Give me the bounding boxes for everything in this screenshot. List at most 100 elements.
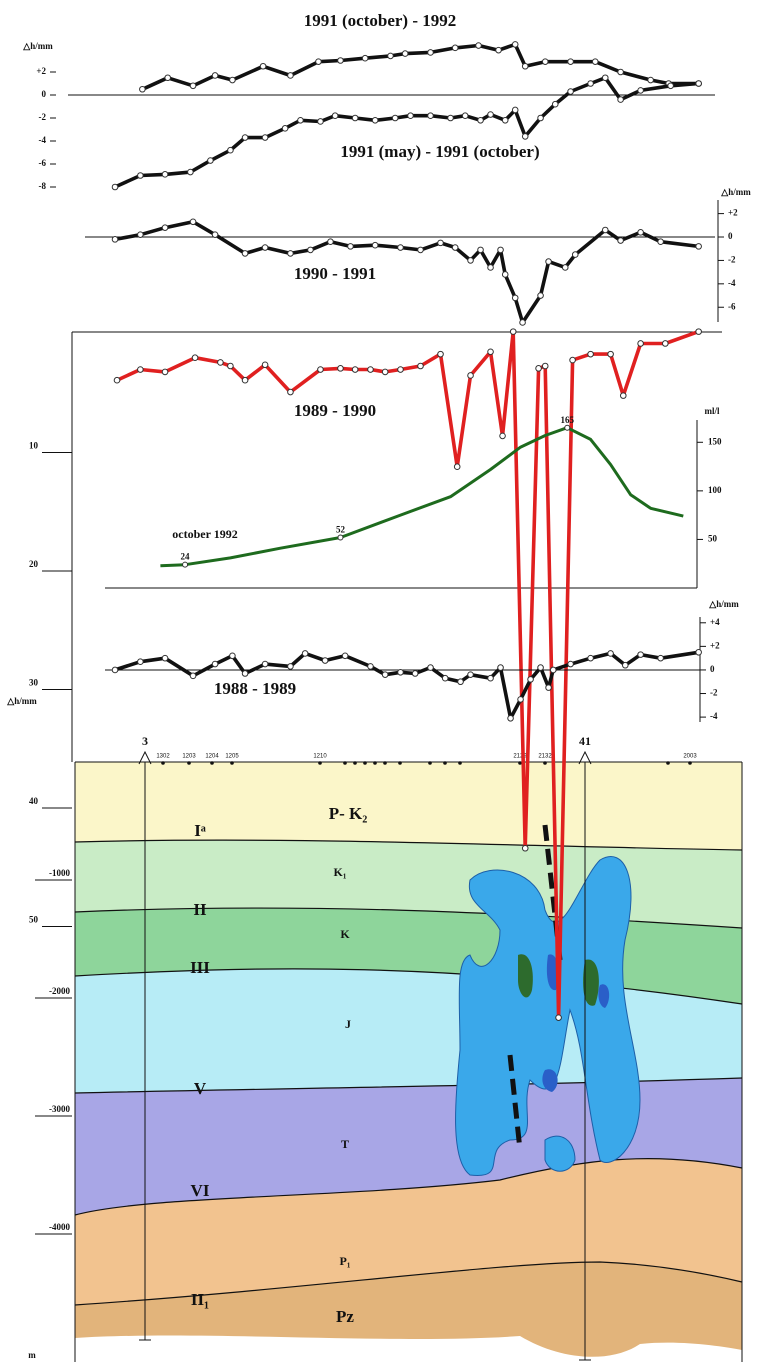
data-point <box>451 244 459 251</box>
gas-zone <box>583 959 599 1006</box>
benchmark-dot <box>210 761 214 765</box>
data-point <box>527 676 534 683</box>
tick-label: -2 <box>710 688 718 698</box>
data-point <box>261 244 269 251</box>
tick-label: +2 <box>728 208 738 218</box>
anomaly-core <box>598 984 610 1008</box>
benchmark-dot <box>353 761 357 765</box>
layer-label: J <box>345 1017 351 1031</box>
series-label: 1991 (october) - 1992 <box>304 11 457 30</box>
data-point <box>137 658 144 665</box>
data-point <box>161 368 169 376</box>
data-point <box>139 85 146 93</box>
data-point <box>417 362 424 370</box>
benchmark-dot <box>443 761 447 765</box>
data-point <box>397 244 404 251</box>
data-point <box>315 58 322 65</box>
data-point <box>387 52 394 60</box>
data-point <box>497 664 504 671</box>
series-label: 1988 - 1989 <box>214 679 296 698</box>
tick-label: 40 <box>29 796 39 806</box>
data-point <box>451 44 459 52</box>
gas-zone <box>518 954 533 998</box>
series-label: 1990 - 1991 <box>294 264 376 283</box>
horizon-label: II <box>193 900 207 919</box>
data-point <box>537 292 544 299</box>
benchmark-dot <box>363 761 367 765</box>
data-point <box>667 82 674 90</box>
data-point <box>447 114 454 122</box>
data-point <box>695 328 702 335</box>
data-point <box>621 661 629 669</box>
data-point <box>411 670 419 677</box>
tick-label: -4 <box>728 278 736 288</box>
data-point <box>637 340 644 347</box>
benchmark-dot <box>518 761 522 765</box>
data-point <box>591 58 599 65</box>
data-point <box>401 50 409 57</box>
layer-label: K <box>340 927 350 941</box>
data-point <box>487 264 494 271</box>
data-point <box>695 243 702 250</box>
tick-label: -8 <box>39 181 47 191</box>
well-marker <box>138 750 152 765</box>
data-point <box>397 366 404 373</box>
data-point <box>367 366 374 373</box>
horizon-line <box>74 1158 743 1216</box>
benchmark-dot <box>343 761 347 765</box>
benchmark-label: 1203 <box>182 754 196 760</box>
data-point <box>617 68 624 76</box>
data-point <box>467 257 474 264</box>
data-point <box>337 534 344 541</box>
section-bottom <box>75 1335 742 1365</box>
anomaly-core <box>542 1069 558 1092</box>
data-point <box>381 671 389 678</box>
data-point <box>361 54 369 62</box>
data-point <box>189 672 197 680</box>
data-point <box>164 74 172 82</box>
data-point <box>467 671 474 678</box>
data-point <box>227 362 234 370</box>
tick-label: 30 <box>29 678 39 688</box>
data-point <box>501 117 509 124</box>
benchmark-dot <box>398 761 402 765</box>
tick-label: -6 <box>39 158 47 168</box>
data-point <box>637 229 644 236</box>
tick-label: +2 <box>710 640 720 650</box>
horizon-line <box>74 1261 743 1306</box>
data-point <box>317 366 324 373</box>
data-point <box>695 648 702 656</box>
data-point <box>229 76 236 84</box>
chart-panel: +2 0 -2 -4 -6 -8 △h/mm 1991 (october) - 1992 199… <box>22 11 715 191</box>
data-point <box>661 340 669 347</box>
layer-label: P- K₂ <box>329 804 368 823</box>
data-point <box>545 684 552 691</box>
data-point <box>511 106 519 114</box>
data-point <box>567 88 574 95</box>
horizon-line <box>74 1077 743 1094</box>
benchmark-dot <box>161 761 165 765</box>
data-point <box>307 246 314 254</box>
tick-label: -6 <box>728 301 736 311</box>
data-label: 52 <box>336 525 346 535</box>
data-point <box>509 328 517 335</box>
tick-label: 150 <box>708 436 722 446</box>
data-point <box>287 388 294 396</box>
depth-tick-label: -2000 <box>49 986 70 996</box>
data-point <box>541 58 549 65</box>
depth-tick-label: -4000 <box>49 1222 70 1232</box>
data-point <box>261 660 269 668</box>
data-point <box>601 226 609 234</box>
tick-label: -4 <box>39 135 47 145</box>
data-point <box>541 362 549 370</box>
data-point <box>499 432 506 440</box>
benchmark-label: 2132 <box>538 754 552 760</box>
data-point <box>601 74 609 82</box>
data-point <box>535 365 542 372</box>
data-point <box>617 96 624 103</box>
data-point <box>695 80 702 87</box>
layer-label: P₁ <box>340 1254 351 1268</box>
geological-section: P- K₂ K₁ K J T P₁ Pz Iᵃ II III V VI II₁ … <box>28 734 743 1365</box>
benchmark-dot <box>318 761 322 765</box>
layer-label: Pz <box>336 1307 354 1326</box>
